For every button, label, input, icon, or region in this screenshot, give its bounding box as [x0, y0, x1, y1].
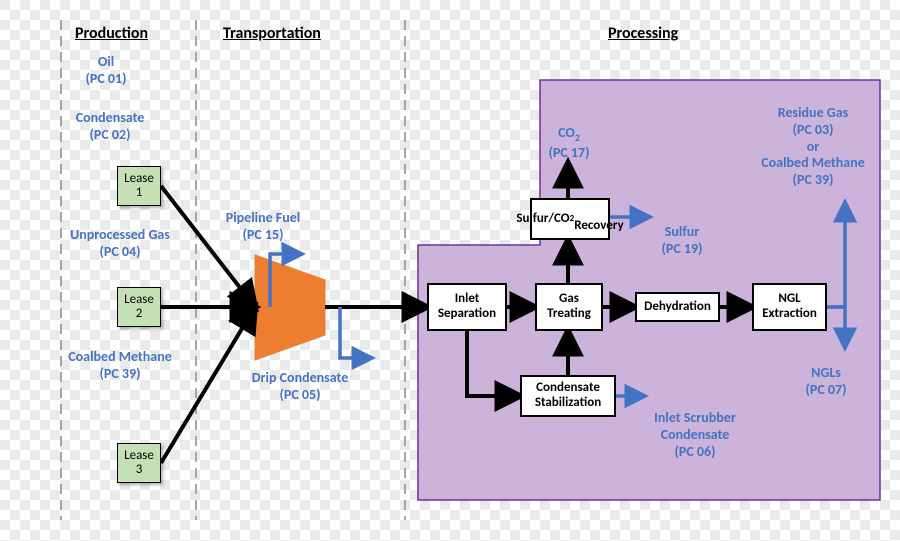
process-ngl-ext: NGLExtraction [752, 283, 827, 331]
lease-3: Lease3 [117, 443, 161, 483]
section-production: Production [75, 24, 148, 43]
process-inlet-sep: InletSeparation [427, 283, 507, 331]
label-scrubber: Inlet ScrubberCondensate(PC 06) [640, 410, 750, 460]
process-cond-stab: CondensateStabilization [520, 375, 616, 417]
lease-2: Lease2 [117, 287, 161, 327]
lease-1: Lease1 [117, 166, 161, 206]
label-co2: CO2(PC 17) [539, 125, 599, 161]
label-pipeline-fuel: Pipeline Fuel(PC 15) [213, 210, 313, 244]
process-sulfur-rec: Sulfur/CO2Recovery [530, 198, 610, 240]
process-gas-treat: GasTreating [535, 283, 603, 331]
label-drip-cond: Drip Condensate(PC 05) [240, 370, 360, 404]
label-condensate: Condensate(PC 02) [65, 110, 155, 144]
label-oil: Oil(PC 01) [71, 54, 141, 88]
label-unproc-gas: Unprocessed Gas(PC 04) [55, 227, 185, 261]
section-processing: Processing [608, 24, 678, 43]
label-sulfur: Sulfur(PC 19) [652, 224, 712, 258]
label-residue: Residue Gas(PC 03)orCoalbed Methane(PC 3… [748, 105, 878, 189]
section-transportation: Transportation [223, 24, 321, 43]
label-ngls: NGLs(PC 07) [796, 365, 856, 399]
process-dehydration: Dehydration [635, 292, 720, 322]
label-coalbed: Coalbed Methane(PC 39) [55, 349, 185, 383]
